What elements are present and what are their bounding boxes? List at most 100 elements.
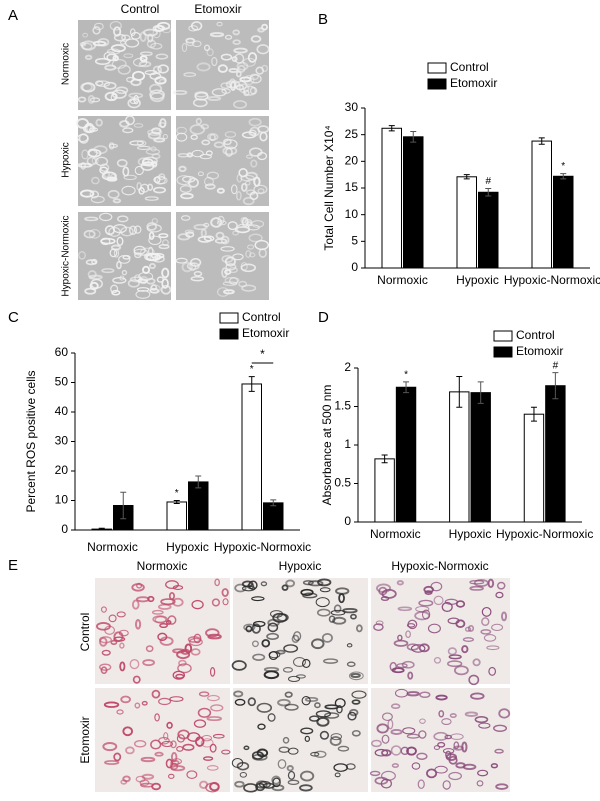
cell — [248, 129, 257, 136]
cell — [251, 640, 259, 648]
cell — [407, 671, 414, 680]
cell — [481, 606, 492, 617]
x-tick-label: Normoxic — [370, 527, 421, 541]
cell — [495, 591, 504, 599]
micrograph — [231, 688, 368, 793]
cell — [206, 765, 219, 771]
cell — [257, 723, 266, 730]
bar — [523, 413, 545, 523]
cell — [138, 187, 145, 195]
cell — [110, 244, 122, 251]
cell — [269, 610, 284, 618]
cell — [176, 746, 184, 752]
cell — [193, 719, 207, 728]
cell — [116, 158, 128, 168]
cell — [103, 701, 120, 708]
cell — [142, 265, 151, 275]
legend-swatch — [219, 328, 239, 340]
cell — [209, 32, 225, 38]
cell — [192, 98, 208, 108]
cell — [175, 257, 188, 264]
cell — [291, 634, 300, 644]
error-bar — [388, 125, 395, 132]
y-tick-label: 30 — [345, 100, 359, 114]
cell — [101, 649, 111, 656]
cell — [196, 62, 211, 72]
column-label: Control — [121, 2, 160, 16]
cell — [477, 769, 489, 777]
cell — [123, 53, 134, 59]
cell — [448, 654, 462, 660]
cell — [200, 228, 207, 238]
cell — [441, 601, 453, 613]
cell — [252, 620, 266, 628]
cell — [176, 650, 191, 660]
cell — [346, 661, 356, 667]
cell — [107, 189, 120, 199]
cell — [469, 580, 485, 585]
cell — [308, 715, 320, 722]
cell — [160, 284, 172, 295]
cell — [177, 663, 192, 674]
cell — [243, 75, 255, 86]
cell — [108, 614, 117, 623]
cell — [469, 585, 484, 591]
bar — [403, 136, 424, 269]
cell — [247, 52, 258, 63]
y-tick-label: 60 — [55, 345, 69, 359]
micrograph — [371, 578, 510, 686]
cell — [119, 642, 125, 649]
cell — [462, 637, 475, 642]
error-bar — [98, 527, 105, 531]
cell — [180, 215, 191, 221]
cell — [112, 277, 127, 284]
cell — [418, 730, 427, 739]
cell — [170, 759, 180, 766]
cell — [324, 712, 340, 719]
cell — [139, 51, 153, 56]
cell — [187, 177, 199, 188]
cell — [111, 289, 121, 296]
cell — [176, 126, 187, 135]
cell — [113, 752, 122, 762]
cell — [323, 658, 339, 664]
cell — [257, 27, 265, 33]
cell — [224, 34, 233, 40]
cell — [128, 225, 138, 236]
cell — [394, 688, 409, 698]
cell — [287, 770, 296, 780]
cell — [100, 237, 111, 246]
cell — [430, 581, 443, 592]
cell — [464, 711, 479, 717]
cell — [197, 171, 204, 177]
cell — [397, 634, 403, 642]
cell — [236, 61, 249, 71]
cell — [175, 673, 185, 679]
cell — [89, 97, 101, 103]
cell — [228, 68, 239, 74]
cell — [317, 578, 332, 587]
cell — [292, 657, 306, 667]
cell — [478, 722, 491, 729]
cell — [115, 86, 129, 95]
cell — [243, 745, 250, 751]
cell — [200, 738, 214, 748]
cell — [162, 239, 169, 247]
row-label: Etomoxir — [78, 716, 92, 763]
cell — [95, 118, 103, 127]
cell — [154, 175, 166, 185]
cell — [245, 625, 253, 633]
cell — [168, 773, 175, 779]
error-bar — [410, 130, 417, 143]
cell — [149, 262, 156, 270]
cell — [122, 127, 134, 134]
cell — [222, 281, 238, 286]
cell — [410, 644, 426, 653]
cell — [221, 749, 231, 755]
cell — [346, 643, 353, 648]
x-tick-label: Hypoxic — [166, 540, 209, 554]
cell — [216, 21, 223, 27]
cell — [170, 740, 177, 749]
cell — [284, 691, 293, 698]
cell — [83, 229, 96, 239]
